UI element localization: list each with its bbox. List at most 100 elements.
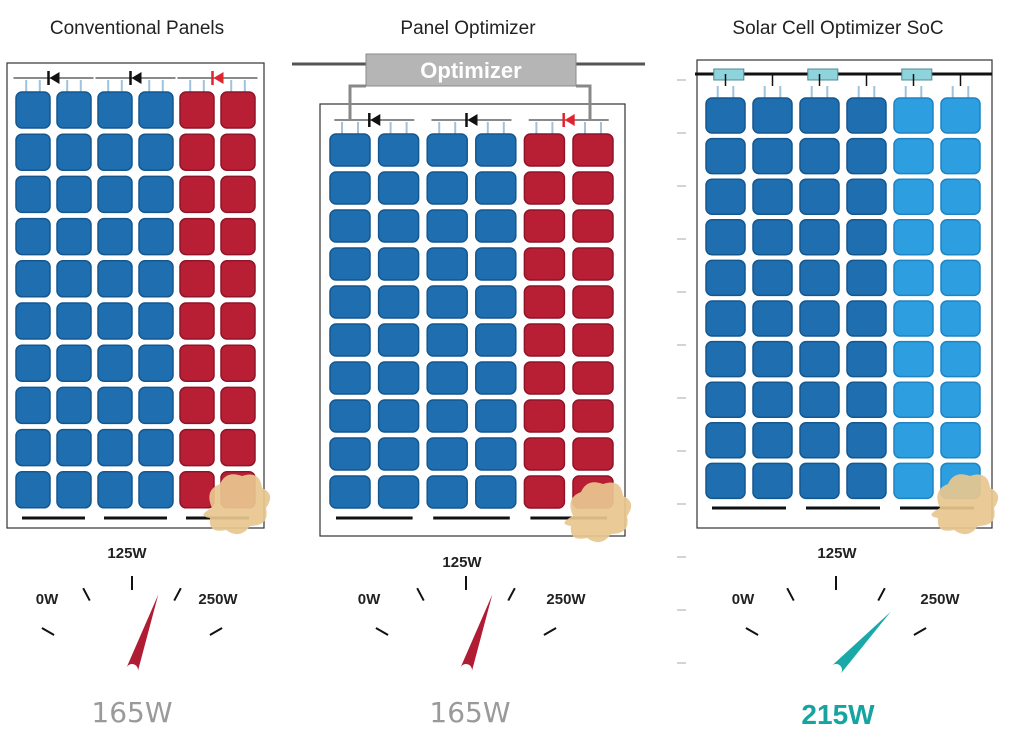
gauge-tick bbox=[745, 627, 759, 636]
gauge-tick-250w: 250W bbox=[546, 591, 586, 608]
solar-cell bbox=[179, 133, 215, 171]
gauge-needle bbox=[460, 594, 493, 672]
cell-optimizer-chip bbox=[901, 68, 933, 81]
solar-cell bbox=[523, 361, 566, 395]
solar-cell bbox=[523, 171, 566, 205]
gauge-tick-250w: 250W bbox=[198, 591, 238, 608]
optimizer-unit: Optimizer bbox=[292, 53, 645, 120]
solar-cell bbox=[97, 386, 133, 425]
solar-cell bbox=[799, 300, 840, 337]
solar-cell bbox=[705, 381, 746, 418]
optimizer-box bbox=[365, 53, 577, 87]
panel-optimizer-panel bbox=[319, 103, 632, 543]
gauge-panel-optimizer: 0W 125W 250W 165W bbox=[358, 554, 587, 729]
solar-cell bbox=[179, 386, 215, 425]
solar-cell bbox=[426, 133, 468, 167]
optimizer-label: Optimizer bbox=[420, 58, 522, 83]
solar-cell bbox=[475, 475, 517, 509]
solar-cell bbox=[799, 97, 840, 134]
bypass-diode-icon bbox=[213, 72, 224, 84]
solar-cell bbox=[138, 91, 174, 129]
solar-cell bbox=[56, 175, 92, 214]
solar-cell bbox=[475, 323, 517, 357]
solar-cell bbox=[846, 219, 887, 256]
solar-cell bbox=[329, 171, 371, 205]
gauge-needle bbox=[831, 611, 891, 675]
title-conventional-panels: Conventional Panels bbox=[50, 18, 224, 39]
solar-cell bbox=[752, 178, 793, 215]
bypass-diode-icon bbox=[564, 114, 575, 126]
solar-cell bbox=[475, 361, 517, 395]
solar-cell bbox=[893, 219, 934, 256]
cell-optimizer-chip bbox=[713, 68, 745, 81]
solar-cell bbox=[705, 300, 746, 337]
solar-cell bbox=[572, 209, 614, 243]
solar-cell bbox=[15, 386, 51, 425]
solar-cell bbox=[893, 422, 934, 459]
solar-cell bbox=[138, 386, 174, 425]
solar-cell bbox=[56, 217, 92, 256]
solar-cell bbox=[97, 175, 133, 214]
solar-cell bbox=[56, 428, 92, 467]
solar-cell bbox=[377, 323, 420, 357]
title-panel-optimizer: Panel Optimizer bbox=[400, 18, 536, 39]
solar-cell bbox=[426, 171, 468, 205]
solar-cell bbox=[572, 247, 614, 281]
gauge-tick bbox=[375, 627, 389, 636]
output-value: 165W bbox=[91, 696, 172, 729]
cell-optimizer-chip bbox=[807, 68, 839, 81]
solar-cell bbox=[179, 260, 215, 298]
solar-cell bbox=[893, 340, 934, 378]
solar-cell bbox=[475, 399, 517, 433]
gauge-tick-125w: 125W bbox=[107, 545, 147, 562]
solar-cell bbox=[377, 475, 420, 509]
solar-cell bbox=[138, 471, 174, 509]
solar-cell bbox=[426, 361, 468, 395]
solar-cell bbox=[97, 133, 133, 171]
solar-cell bbox=[940, 300, 981, 337]
solar-cell bbox=[475, 133, 517, 167]
solar-cell bbox=[179, 344, 215, 382]
solar-cell bbox=[940, 178, 981, 215]
solar-cell bbox=[138, 302, 174, 340]
gauge-tick bbox=[877, 587, 886, 602]
solar-cell bbox=[15, 175, 51, 214]
solar-cell bbox=[572, 323, 614, 357]
solar-cell bbox=[56, 260, 92, 298]
solar-cell bbox=[426, 285, 468, 319]
solar-cell bbox=[179, 428, 215, 467]
solar-cell bbox=[138, 260, 174, 298]
shading-smudge bbox=[203, 474, 271, 535]
solar-cell bbox=[15, 344, 51, 382]
solar-cell bbox=[572, 171, 614, 205]
solar-cell bbox=[179, 91, 215, 129]
solar-cell bbox=[523, 399, 566, 433]
solar-cell bbox=[846, 462, 887, 500]
gauge-tick-0w: 0W bbox=[358, 591, 381, 608]
solar-cell bbox=[56, 133, 92, 171]
solar-cell bbox=[138, 428, 174, 467]
solar-cell bbox=[220, 428, 256, 467]
solar-cell bbox=[893, 259, 934, 297]
solar-cell bbox=[97, 471, 133, 509]
solar-cell bbox=[15, 302, 51, 340]
solar-cell bbox=[572, 437, 614, 471]
solar-cell bbox=[329, 361, 371, 395]
solar-cell bbox=[179, 175, 215, 214]
gauge-tick-125w: 125W bbox=[442, 554, 482, 571]
gauge-needle bbox=[126, 594, 159, 672]
solar-cell bbox=[893, 381, 934, 418]
solar-cell bbox=[572, 399, 614, 433]
solar-cell bbox=[705, 219, 746, 256]
solar-cell bbox=[523, 437, 566, 471]
soc-optimizer-panel bbox=[677, 59, 999, 664]
solar-cell bbox=[329, 133, 371, 167]
solar-cell bbox=[220, 386, 256, 425]
solar-cell bbox=[426, 247, 468, 281]
solar-cell bbox=[893, 300, 934, 337]
solar-cell bbox=[97, 260, 133, 298]
solar-cell bbox=[56, 91, 92, 129]
solar-cell bbox=[846, 97, 887, 134]
solar-cell bbox=[752, 422, 793, 459]
solar-cell bbox=[752, 381, 793, 418]
